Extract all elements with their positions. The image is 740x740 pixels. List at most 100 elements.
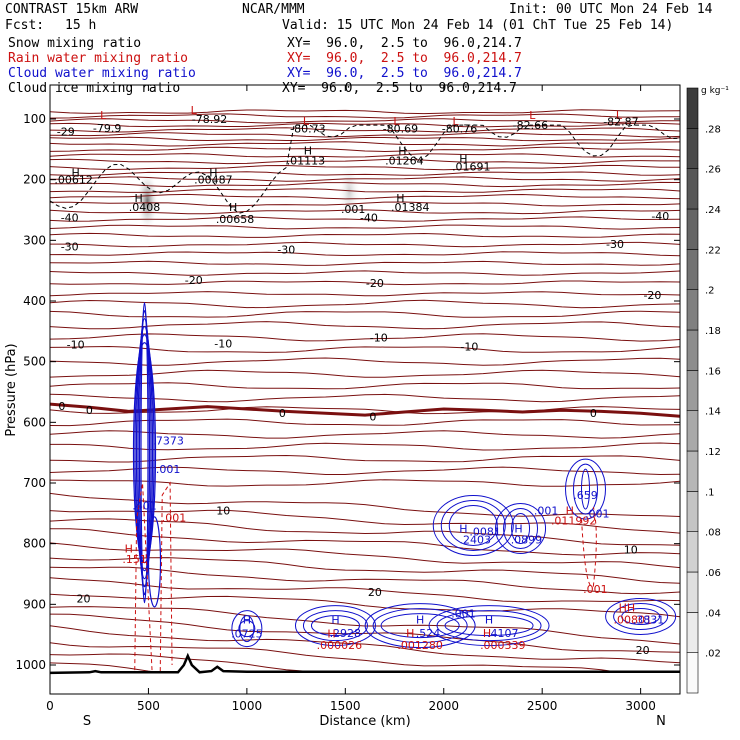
field-snow-xy: XY= 96.0, 2.5 to 96.0,214.7 <box>287 36 522 51</box>
temperature-label: -30 <box>606 238 624 251</box>
cloud-water-contour <box>503 508 539 549</box>
field-annotation: .001280 <box>397 639 443 652</box>
temperature-contour <box>50 625 680 664</box>
field-annotation: -82.87 <box>603 115 638 128</box>
field-annotation: .01113 <box>287 154 326 167</box>
colorbar-tick-label: .1 <box>705 487 715 498</box>
x-tick-label: 0 <box>46 699 54 713</box>
temperature-label: -20 <box>185 274 203 287</box>
field-annotation: -79.9 <box>93 122 121 135</box>
y-tick-label: 200 <box>23 173 46 187</box>
colorbar-segment <box>686 289 699 331</box>
colorbar-segment <box>686 87 699 129</box>
temperature-contour <box>50 209 680 215</box>
temperature-contour <box>50 430 680 439</box>
temperature-contour <box>50 566 680 595</box>
temperature-contour <box>50 299 680 309</box>
temperature-contour <box>50 542 680 569</box>
freezing-level-contour <box>50 402 680 418</box>
temperature-label: 20 <box>368 586 382 599</box>
cloud-water-contour <box>138 310 151 596</box>
cloud-water-contour <box>302 610 368 642</box>
temperature-contour <box>50 132 680 138</box>
temperature-contour <box>50 382 680 390</box>
cloud-water-contour <box>565 458 606 520</box>
temperature-contour <box>50 557 680 584</box>
temperature-contour <box>50 241 680 248</box>
colorbar-segment <box>686 531 699 573</box>
y-tick-label: 500 <box>23 355 46 369</box>
rain-water-contour <box>581 507 597 588</box>
south-label: S <box>83 714 91 729</box>
colorbar-tick-label: .28 <box>705 124 721 135</box>
cloud-water-contour <box>380 613 460 639</box>
cloud-water-contour <box>135 326 154 580</box>
center-label: NCAR/MMM <box>242 2 305 17</box>
field-annotation: .659 <box>573 489 598 502</box>
field-annotation: H <box>331 614 339 627</box>
field-annotation: H <box>459 152 467 165</box>
temperature-label: -10 <box>370 331 388 344</box>
model-title: CONTRAST 15km ARW <box>5 2 139 17</box>
field-annotation: H <box>304 145 312 158</box>
cloud-water-contour <box>436 610 542 642</box>
field-cloudwater-xy: XY= 96.0, 2.5 to 96.0,214.7 <box>287 66 522 81</box>
field-annotation: .001 <box>585 507 610 520</box>
y-tick-label: 600 <box>23 415 46 429</box>
temperature-contour <box>50 251 680 257</box>
y-tick-label: 100 <box>23 112 46 126</box>
temperature-contour <box>50 418 680 427</box>
x-tick-label: 2500 <box>527 699 558 713</box>
field-annotation: H <box>71 166 79 179</box>
temperature-label: -40 <box>360 211 378 224</box>
temperature-contour <box>50 216 680 222</box>
temperature-label: 0 <box>58 400 65 413</box>
temperature-contour <box>50 153 680 158</box>
field-annotation: H <box>327 627 335 640</box>
colorbar-segment <box>686 249 699 290</box>
y-tick-label: 700 <box>23 476 46 490</box>
temperature-contour <box>50 146 680 153</box>
cloud-water-contour <box>134 334 155 572</box>
cloud-water-contour <box>621 607 661 625</box>
cloud-water-contour <box>231 610 263 648</box>
temperature-contour <box>50 201 680 207</box>
field-annotation: H <box>243 614 251 627</box>
forecast-hour: 15 h <box>65 18 97 33</box>
colorbar-tick-label: .22 <box>705 245 721 256</box>
cloud-water-contour <box>613 602 669 630</box>
temperature-contour <box>50 113 680 119</box>
field-annotation: H <box>134 192 142 205</box>
temperature-contour <box>50 357 680 366</box>
valid-time: Valid: 15 UTC Mon 24 Feb 14 (01 ChT Tue … <box>282 18 674 33</box>
field-annotation: H <box>396 192 404 205</box>
temperature-contour <box>50 528 680 556</box>
temperature-contour <box>50 345 680 353</box>
field-annotation: H <box>398 145 406 158</box>
field-annotation: .01264 <box>385 154 424 167</box>
cloud-water-contour <box>605 597 677 635</box>
colorbar-tick-label: .26 <box>705 165 721 176</box>
field-annotation: .0899 <box>511 533 543 546</box>
field-annotation: -80.69 <box>383 123 418 136</box>
field-annotation: .001 <box>162 512 187 525</box>
cloud-water-contour <box>432 494 514 556</box>
field-annotation: L <box>616 109 623 122</box>
field-annotation: .0408 <box>129 201 161 214</box>
cloud-water-contour <box>364 603 476 649</box>
field-annotation: .524 <box>416 627 441 640</box>
temperature-contour <box>50 232 680 238</box>
temperature-contour <box>50 509 680 534</box>
field-annotation: .001 <box>534 504 559 517</box>
field-annotation: .3831 <box>633 614 665 627</box>
x-tick-label: 2000 <box>428 699 459 713</box>
field-annotation: -80.76 <box>442 123 477 136</box>
field-annotation: .001 <box>341 203 366 216</box>
temperature-contour <box>50 369 680 378</box>
temperature-label: -10 <box>67 339 85 352</box>
field-annotation: .0081 <box>469 526 501 539</box>
cloud-water-contour <box>573 463 598 515</box>
init-time: Init: 00 UTC Mon 24 Feb 14 <box>509 2 713 17</box>
temperature-label: 0 <box>279 407 286 420</box>
field-annotation: L <box>452 115 459 128</box>
